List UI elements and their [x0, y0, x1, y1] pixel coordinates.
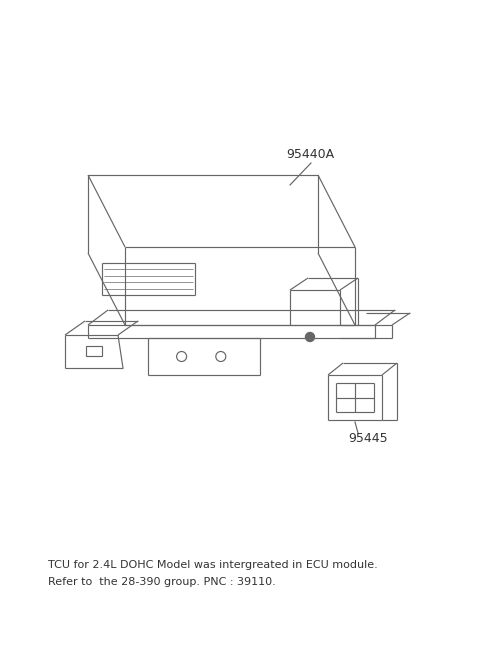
Text: 95440A: 95440A — [286, 149, 334, 162]
Text: 95445: 95445 — [348, 432, 388, 445]
Text: Refer to  the 28-390 group. PNC : 39110.: Refer to the 28-390 group. PNC : 39110. — [48, 577, 276, 587]
Text: TCU for 2.4L DOHC Model was intergreated in ECU module.: TCU for 2.4L DOHC Model was intergreated… — [48, 560, 378, 570]
Circle shape — [305, 333, 314, 341]
Bar — [86, 346, 102, 356]
